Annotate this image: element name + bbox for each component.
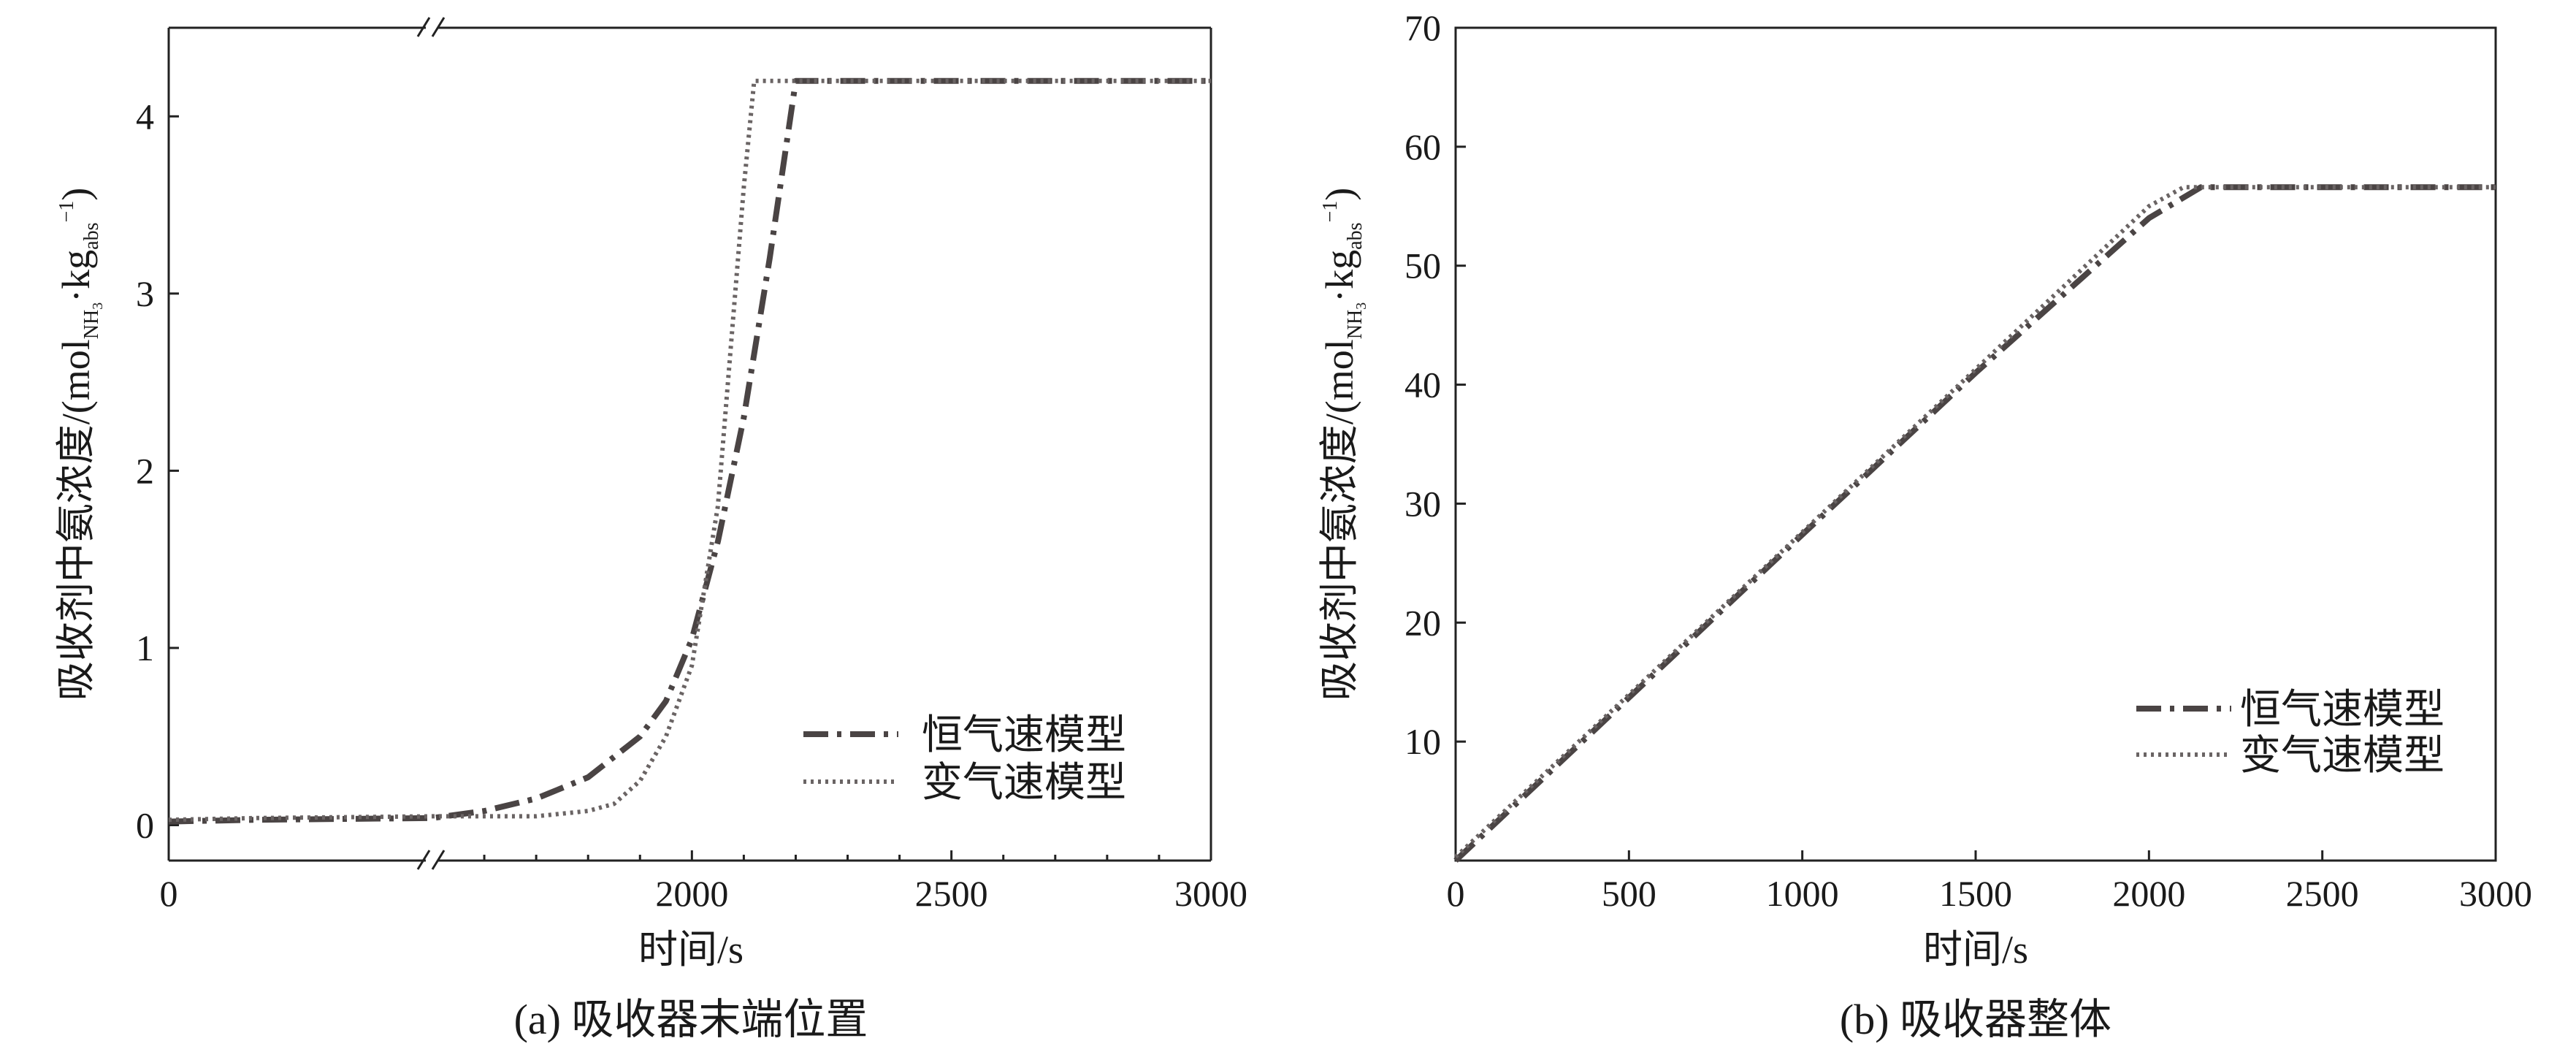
panel-b-y-tick-label: 70 xyxy=(1404,7,1441,48)
panel-b-y-tick-label: 20 xyxy=(1404,602,1441,643)
panel-b-y-tick-label: 50 xyxy=(1404,245,1441,286)
panel-b-legend-label-2: 变气速模型 xyxy=(2240,733,2445,779)
panel-a-legend-label-2: 变气速模型 xyxy=(922,760,1126,806)
panel-b-legend: 恒气速模型 变气速模型 xyxy=(2136,687,2445,779)
panel-b-series xyxy=(1453,184,2496,863)
panel-b-x-tick-label: 500 xyxy=(1602,873,1656,914)
panel-b-x-tick-label: 2500 xyxy=(2286,873,2359,914)
panel-a-series xyxy=(168,77,1211,825)
panel-b-y-tick-label: 10 xyxy=(1404,721,1441,762)
panel-a-x-ticks: 0 2000 2500 3000 xyxy=(160,850,1247,914)
panel-a-series-2-line xyxy=(168,78,1211,823)
panel-b-y-tick-label: 60 xyxy=(1404,126,1441,167)
panel-a-y-tick-label: 2 xyxy=(136,450,154,491)
panel-b-x-tick-label: 2000 xyxy=(2112,873,2185,914)
panel-a-y-tick-label: 0 xyxy=(136,804,154,845)
panel-a-x-axis-title: 时间/s xyxy=(638,928,744,972)
panel-b-y-tick-label: 40 xyxy=(1404,365,1441,405)
panel-a-x-tick-label: 2500 xyxy=(915,873,988,914)
panel-a-y-axis-title: 吸收剂中氨浓度/(molNH3·kgabs−1) xyxy=(54,188,106,701)
panel-b-x-axis-title: 时间/s xyxy=(1923,928,2028,972)
panel-a-legend: 恒气速模型 变气速模型 xyxy=(803,713,1126,806)
panel-b-x-tick-label: 3000 xyxy=(2459,873,2532,914)
panel-b-x-tick-label: 0 xyxy=(1447,873,1465,914)
panel-a-y-tick-label: 3 xyxy=(136,273,154,314)
panel-a-legend-label-1: 恒气速模型 xyxy=(922,713,1126,758)
panel-b-x-ticks: 0 500 1000 1500 2000 2500 3000 xyxy=(1447,850,2532,914)
panel-a-x-tick-label: 3000 xyxy=(1174,873,1247,914)
panel-a-series-1-line xyxy=(168,77,1211,825)
panel-a-y-ticks: 0 1 2 3 4 xyxy=(136,96,179,845)
panel-b-series-1-line xyxy=(1453,184,2496,863)
panel-a-x-tick-label: 0 xyxy=(160,873,178,914)
panel-a-y-tick-label: 1 xyxy=(136,628,154,668)
panel-b-x-tick-label: 1500 xyxy=(1939,873,2012,914)
panel-a-axis-break-top xyxy=(416,17,446,37)
panel-b-y-axis-title: 吸收剂中氨浓度/(molNH3·kgabs−1) xyxy=(1318,188,1369,701)
panel-a-y-tick-label: 4 xyxy=(136,96,154,137)
panel-b-caption: (b) 吸收器整体 xyxy=(1840,996,2111,1043)
panel-b-x-tick-label: 1000 xyxy=(1766,873,1839,914)
panel-a-axis-break-bottom xyxy=(416,850,446,870)
panel-b-y-ticks: 10 20 30 40 50 60 70 xyxy=(1404,7,1466,762)
panel-a-x-tick-label: 2000 xyxy=(655,873,728,914)
panel-a: 0 1 2 3 4 0 2000 2500 3000 吸收剂中氨浓度/(molNH3·kgab… xyxy=(54,17,1247,1043)
panel-b-y-tick-label: 30 xyxy=(1404,483,1441,524)
panel-b-legend-label-1: 恒气速模型 xyxy=(2240,687,2445,733)
panel-b-series-2-line xyxy=(1453,185,2496,859)
panel-a-caption: (a) 吸收器末端位置 xyxy=(514,996,868,1043)
